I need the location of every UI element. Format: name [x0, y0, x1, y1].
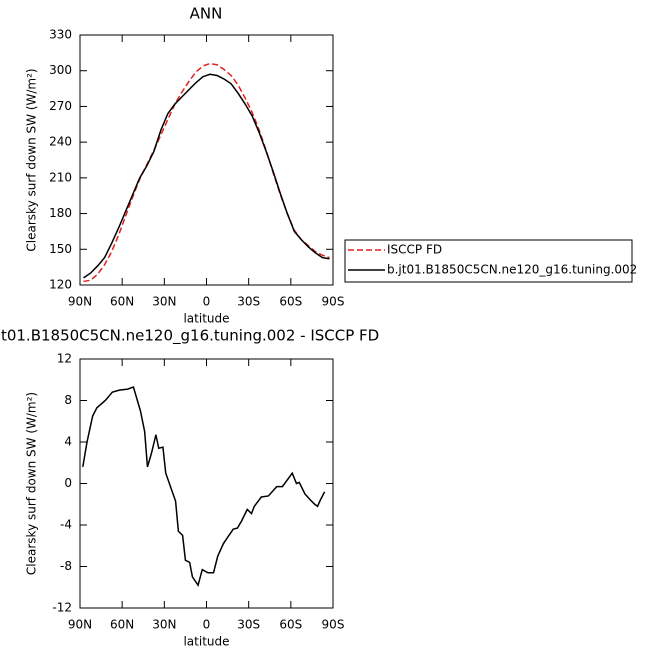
x-tick-label: 60N: [110, 618, 134, 632]
y-tick-label: 270: [49, 99, 72, 113]
chart-title: jt01.B1850C5CN.ne120_g16.tuning.002 - IS…: [0, 327, 379, 346]
y-tick-label: -4: [60, 518, 72, 532]
y-tick-label: 330: [49, 28, 72, 42]
x-tick-label: 30N: [152, 618, 176, 632]
x-tick-label: 30S: [237, 295, 260, 309]
legend-label: ISCCP FD: [387, 243, 442, 257]
legend-label: b.jt01.B1850C5CN.ne120_g16.tuning.002: [387, 263, 637, 277]
plot-frame: [79, 358, 334, 609]
y-tick-label: 240: [49, 135, 72, 149]
x-tick-label: 90N: [68, 618, 92, 632]
data-line: [83, 73, 330, 279]
y-tick-label: 120: [49, 278, 72, 292]
y-tick-label: -8: [60, 559, 72, 573]
y-tick-label: 300: [49, 63, 72, 77]
x-tick-label: 60S: [279, 295, 302, 309]
y-tick-label: 4: [64, 435, 72, 449]
plot-frame: [79, 34, 334, 286]
x-axis-label: latitude: [183, 312, 229, 326]
x-tick-label: 90N: [68, 295, 92, 309]
x-tick-label: 0: [203, 618, 211, 632]
y-tick-label: -12: [52, 601, 72, 615]
data-line: [83, 62, 330, 283]
y-tick-label: 180: [49, 206, 72, 220]
y-tick-label: 0: [64, 476, 72, 490]
x-tick-label: 30S: [237, 618, 260, 632]
y-tick-label: 8: [64, 393, 72, 407]
x-tick-label: 90S: [322, 295, 345, 309]
y-tick-label: 210: [49, 170, 72, 184]
chart-title: ANN: [190, 5, 223, 23]
x-tick-label: 30N: [152, 295, 176, 309]
x-tick-label: 90S: [322, 618, 345, 632]
legend-box: [344, 239, 633, 283]
data-line: [82, 386, 326, 587]
y-tick-label: 12: [57, 352, 72, 366]
x-tick-label: 0: [203, 295, 211, 309]
x-axis-label: latitude: [183, 635, 229, 649]
y-axis-label: Clearsky surf down SW (W/m²): [25, 68, 39, 251]
x-tick-label: 60S: [279, 618, 302, 632]
x-tick-label: 60N: [110, 295, 134, 309]
y-tick-label: 150: [49, 242, 72, 256]
y-axis-label: Clearsky surf down SW (W/m²): [25, 392, 39, 575]
